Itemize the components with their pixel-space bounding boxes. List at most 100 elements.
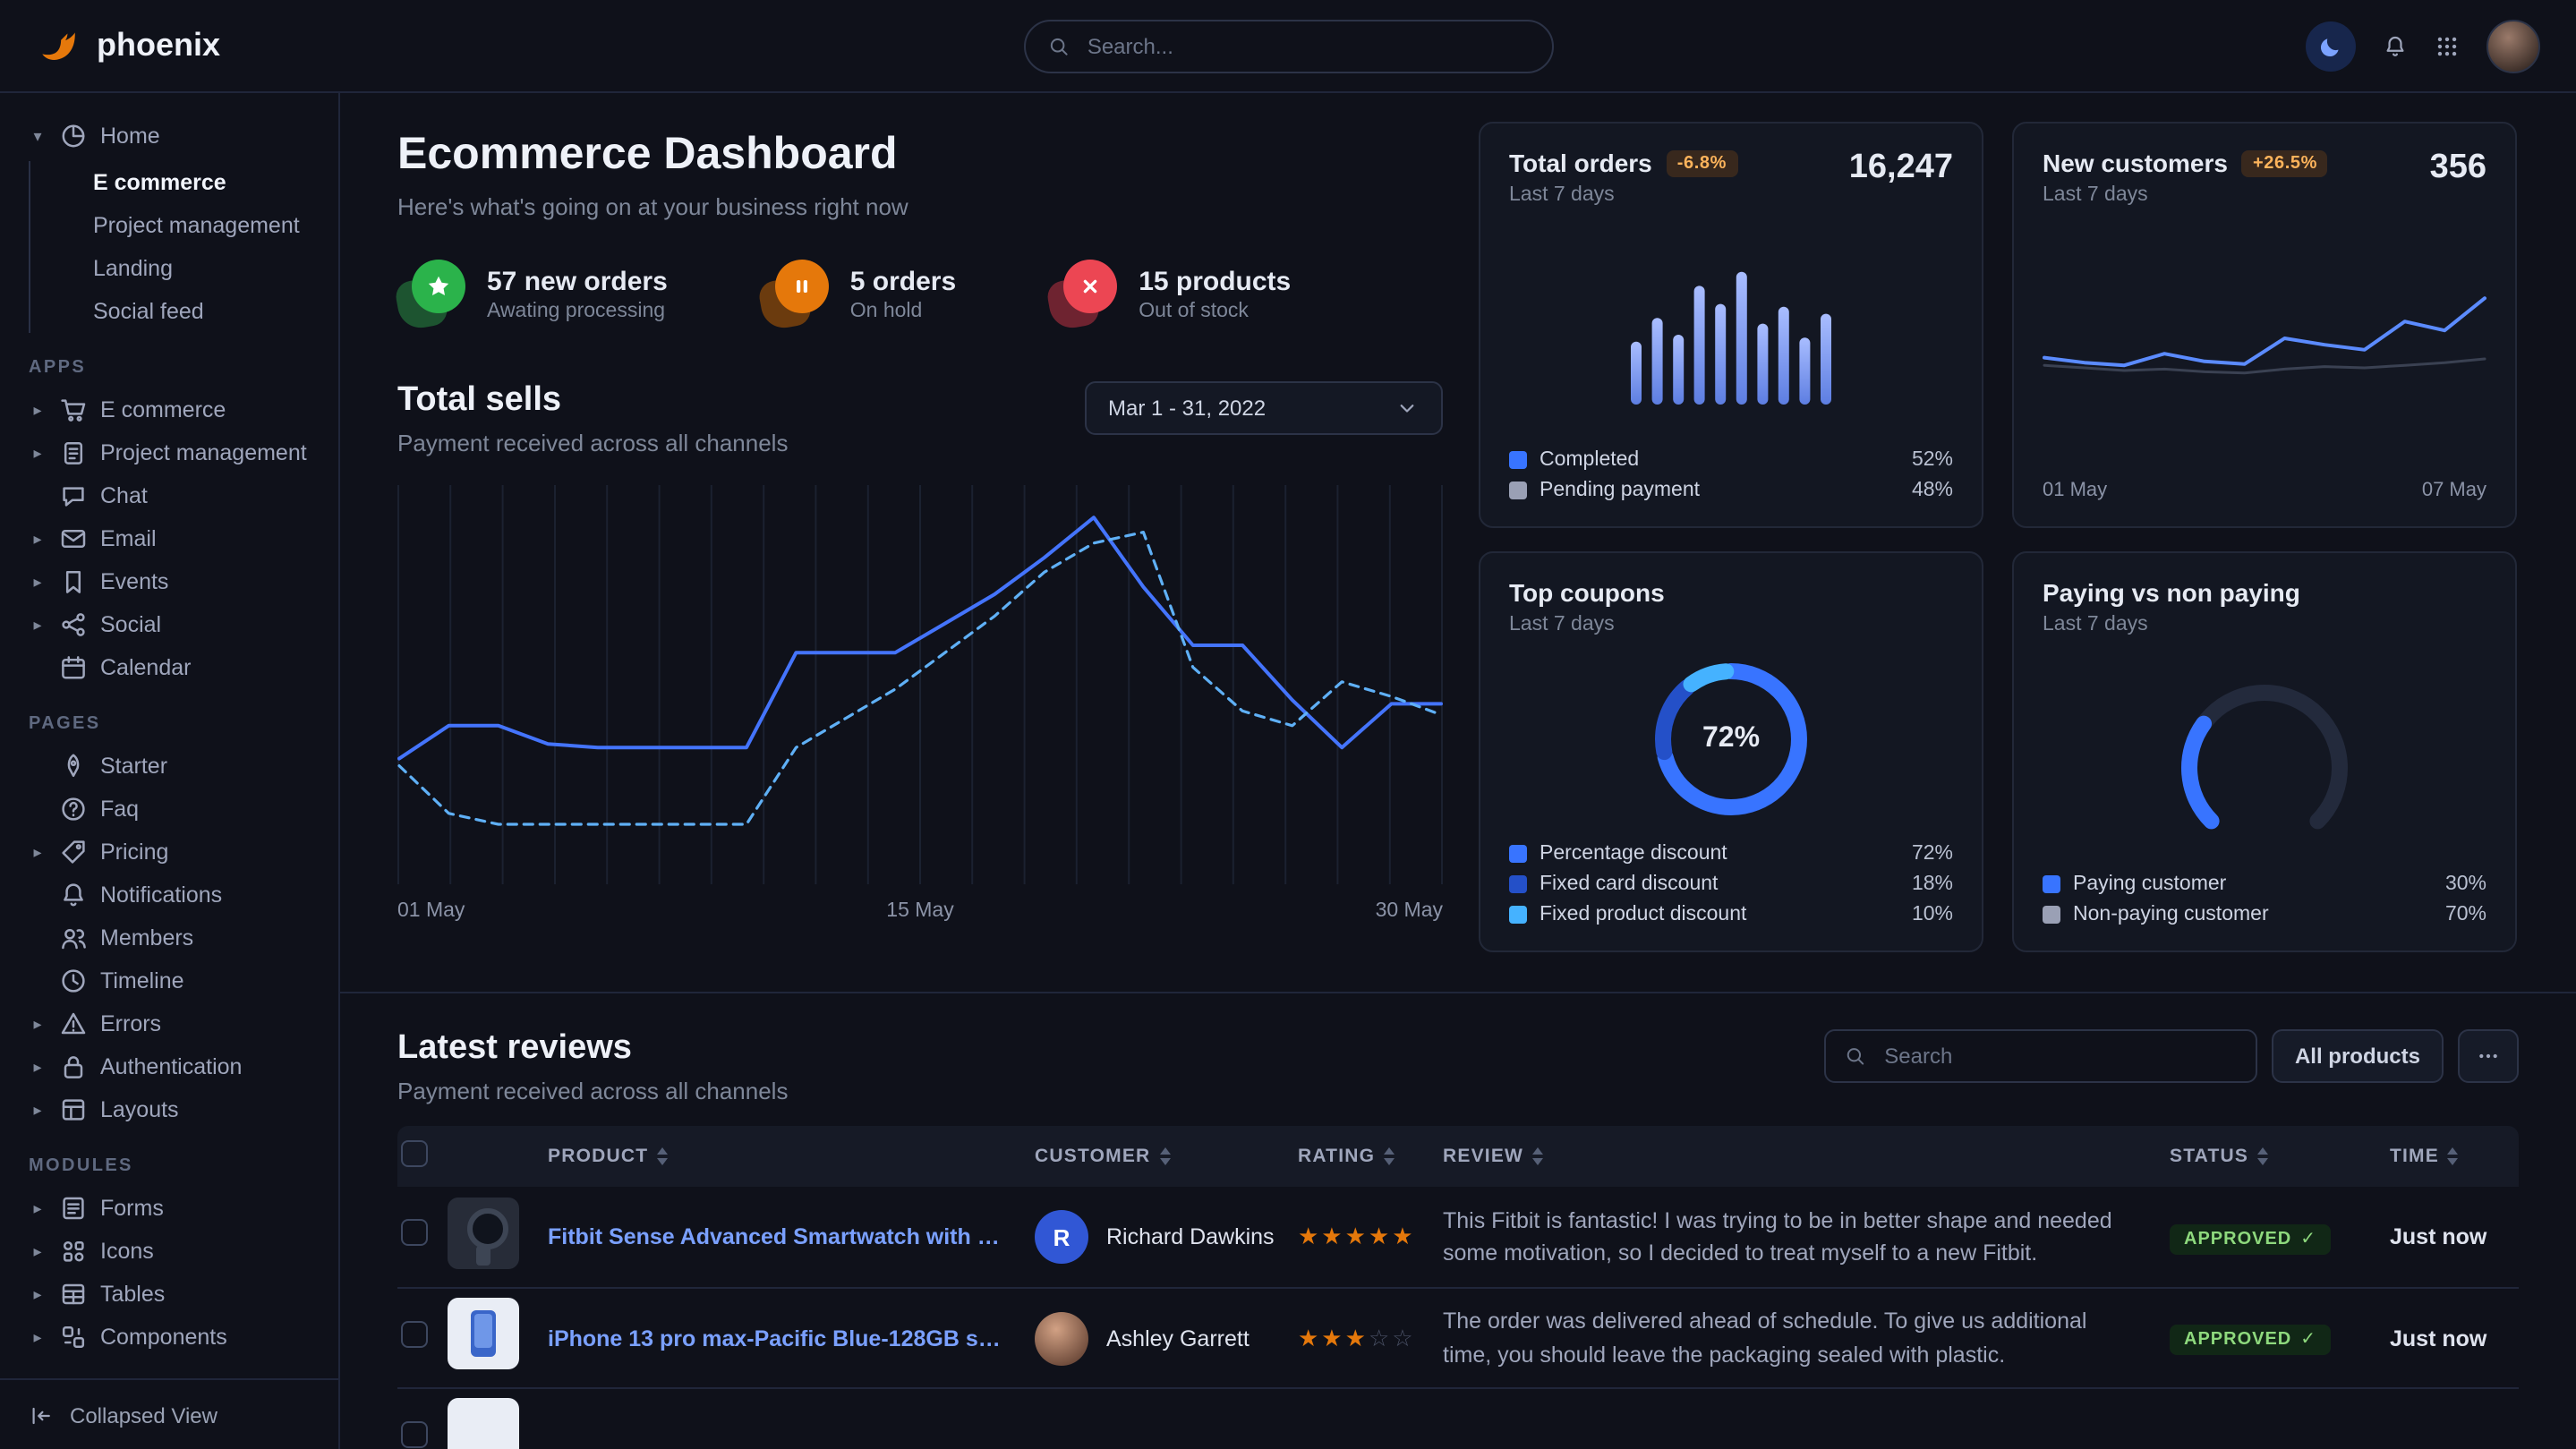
user-avatar[interactable] — [2486, 19, 2540, 72]
delta-badge: -6.8% — [1666, 149, 1737, 176]
x-axis-label: 07 May — [2421, 480, 2486, 501]
legend-swatch — [1509, 845, 1527, 863]
legend-label: Paying customer — [2073, 874, 2227, 895]
product-link[interactable]: Fitbit Sense Advanced Smartwatch with To… — [548, 1224, 1035, 1249]
sidebar-item-layouts[interactable]: ▸ Layouts — [29, 1088, 320, 1131]
sidebar-item-events[interactable]: ▸ Events — [29, 560, 320, 603]
collapsed-view-button[interactable]: Collapsed View — [0, 1378, 338, 1449]
sidebar-item-label: Home — [100, 124, 160, 149]
sidebar-item-social-feed[interactable]: Social feed — [93, 299, 204, 324]
legend-value: 72% — [1911, 843, 1953, 865]
all-products-button[interactable]: All products — [2271, 1029, 2444, 1083]
home-submenu: E commerce Project management Landing Socia… — [29, 161, 320, 333]
sidebar-item-faq[interactable]: Faq — [29, 788, 320, 831]
legend-label: Completed — [1540, 449, 1640, 471]
status-badge: APPROVED ✓ — [2170, 1223, 2332, 1254]
apps-grid-button[interactable] — [2435, 33, 2460, 58]
sidebar-item-landing[interactable]: Landing — [93, 256, 173, 281]
clipboard-icon — [59, 439, 88, 467]
sidebar-item-project-management[interactable]: Project management — [93, 213, 300, 238]
reviews-search-input[interactable] — [1881, 1042, 2238, 1070]
review-row: iPhone 13 pro max-Pacific Blue-128GB sto… — [397, 1287, 2519, 1387]
stat-out-of-stock: 15 products Out of stock — [1045, 260, 1291, 332]
sidebar-item-components[interactable]: ▸ Components — [29, 1316, 320, 1359]
sidebar-item-home[interactable]: ▾ Home — [29, 115, 320, 158]
stat-value: 5 orders — [849, 267, 957, 298]
header-checkbox-cell — [397, 1140, 448, 1172]
brand-name: phoenix — [97, 27, 221, 63]
sidebar-item-members[interactable]: Members — [29, 916, 320, 959]
status-badge: APPROVED ✓ — [2170, 1325, 2332, 1355]
theme-toggle-button[interactable] — [2306, 21, 2356, 71]
more-options-button[interactable] — [2458, 1029, 2519, 1083]
collapsed-view-label: Collapsed View — [70, 1402, 218, 1428]
page-title: Ecommerce Dashboard — [397, 129, 898, 179]
sidebar-item-e-commerce[interactable]: E commerce — [93, 170, 226, 195]
mail-icon — [59, 524, 88, 553]
total-orders-bar-chart — [1631, 271, 1831, 405]
column-header-rating[interactable]: RATING — [1298, 1146, 1443, 1167]
sidebar-item-pricing[interactable]: ▸ Pricing — [29, 831, 320, 874]
sidebar-item-authentication[interactable]: ▸ Authentication — [29, 1045, 320, 1088]
column-header-product[interactable]: PRODUCT — [548, 1146, 1035, 1167]
column-header-time[interactable]: TIME — [2390, 1146, 2519, 1167]
card-title: New customers — [2043, 149, 2228, 177]
sidebar-item-e-commerce[interactable]: ▸ E commerce — [29, 388, 320, 431]
sidebar-item-calendar[interactable]: Calendar — [29, 646, 320, 689]
legend-label: Pending payment — [1540, 480, 1701, 501]
cart-icon — [59, 396, 88, 424]
sidebar-item-email[interactable]: ▸ Email — [29, 517, 320, 560]
sidebar-item-icons[interactable]: ▸ Icons — [29, 1230, 320, 1273]
table-body: Fitbit Sense Advanced Smartwatch with To… — [397, 1187, 2519, 1449]
moon-icon — [2318, 33, 2343, 58]
sidebar-item-errors[interactable]: ▸ Errors — [29, 1002, 320, 1045]
sidebar-item-starter[interactable]: Starter — [29, 745, 320, 788]
review-row: Fitbit Sense Advanced Smartwatch with To… — [397, 1187, 2519, 1287]
sidebar-item-forms[interactable]: ▸ Forms — [29, 1187, 320, 1230]
sidebar-item-label: Timeline — [100, 968, 184, 993]
global-search[interactable] — [1023, 20, 1553, 73]
sidebar-item-project-management[interactable]: ▸ Project management — [29, 431, 320, 474]
column-header-customer[interactable]: CUSTOMER — [1035, 1146, 1298, 1167]
product-link[interactable]: iPhone 13 pro max-Pacific Blue-128GB sto… — [548, 1325, 1035, 1351]
reviews-title: Latest reviews — [397, 1029, 632, 1067]
search-input[interactable] — [1083, 32, 1530, 61]
calendar-icon — [59, 653, 88, 682]
layout-icon — [59, 1095, 88, 1124]
total-orders-legend: Completed 52% Pending payment 48% — [1509, 449, 1953, 501]
search-icon — [1046, 34, 1070, 59]
sidebar-item-notifications[interactable]: Notifications — [29, 874, 320, 916]
x-axis-label: 01 May — [2043, 480, 2108, 501]
column-header-review[interactable]: REVIEW — [1443, 1146, 2170, 1167]
legend-swatch — [1509, 451, 1527, 469]
x-axis-label: 15 May — [886, 900, 954, 922]
date-range-select[interactable]: Mar 1 - 31, 2022 — [1085, 381, 1443, 435]
column-header-status[interactable]: STATUS — [2170, 1146, 2390, 1167]
legend-value: 48% — [1911, 480, 1953, 501]
row-checkbox[interactable] — [401, 1320, 428, 1347]
sidebar-item-chat[interactable]: Chat — [29, 474, 320, 517]
product-image[interactable] — [448, 1298, 519, 1369]
paying-legend: Paying customer 30% Non-paying customer 70% — [2043, 874, 2486, 925]
x-icon — [1045, 260, 1118, 332]
reviews-search[interactable] — [1823, 1029, 2257, 1083]
card-value: 16,247 — [1848, 149, 1953, 186]
legend-value: 18% — [1911, 874, 1953, 895]
product-image[interactable] — [448, 1197, 519, 1268]
row-checkbox[interactable] — [401, 1420, 428, 1447]
row-checkbox[interactable] — [401, 1219, 428, 1246]
sidebar-item-social[interactable]: ▸ Social — [29, 603, 320, 646]
star-icon — [393, 260, 465, 332]
sidebar-item-timeline[interactable]: Timeline — [29, 959, 320, 1002]
caret-right-icon: ▸ — [33, 1284, 42, 1302]
caret-right-icon: ▸ — [33, 1241, 42, 1259]
rating-stars: ★★★☆☆ — [1298, 1324, 1416, 1351]
sidebar-item-tables[interactable]: ▸ Tables — [29, 1273, 320, 1316]
brand[interactable]: phoenix — [36, 23, 220, 68]
review-text: This Fitbit is fantastic! I was trying t… — [1443, 1207, 2112, 1266]
legend-swatch — [2043, 906, 2060, 924]
sort-icon — [2447, 1147, 2459, 1165]
select-all-checkbox[interactable] — [401, 1140, 428, 1167]
question-icon — [59, 795, 88, 823]
notifications-button[interactable] — [2383, 33, 2408, 58]
